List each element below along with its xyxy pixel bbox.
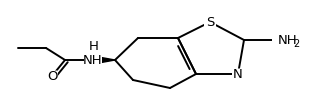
Text: H: H: [89, 40, 99, 53]
Text: NH: NH: [83, 53, 103, 66]
Text: NH: NH: [278, 33, 298, 46]
Text: O: O: [47, 69, 57, 82]
FancyBboxPatch shape: [46, 71, 58, 82]
Text: S: S: [206, 15, 214, 28]
FancyBboxPatch shape: [204, 17, 216, 27]
FancyBboxPatch shape: [272, 34, 296, 46]
Polygon shape: [93, 56, 115, 64]
Text: 2: 2: [293, 39, 299, 49]
FancyBboxPatch shape: [84, 54, 102, 66]
Text: N: N: [233, 67, 243, 80]
FancyBboxPatch shape: [232, 69, 244, 79]
